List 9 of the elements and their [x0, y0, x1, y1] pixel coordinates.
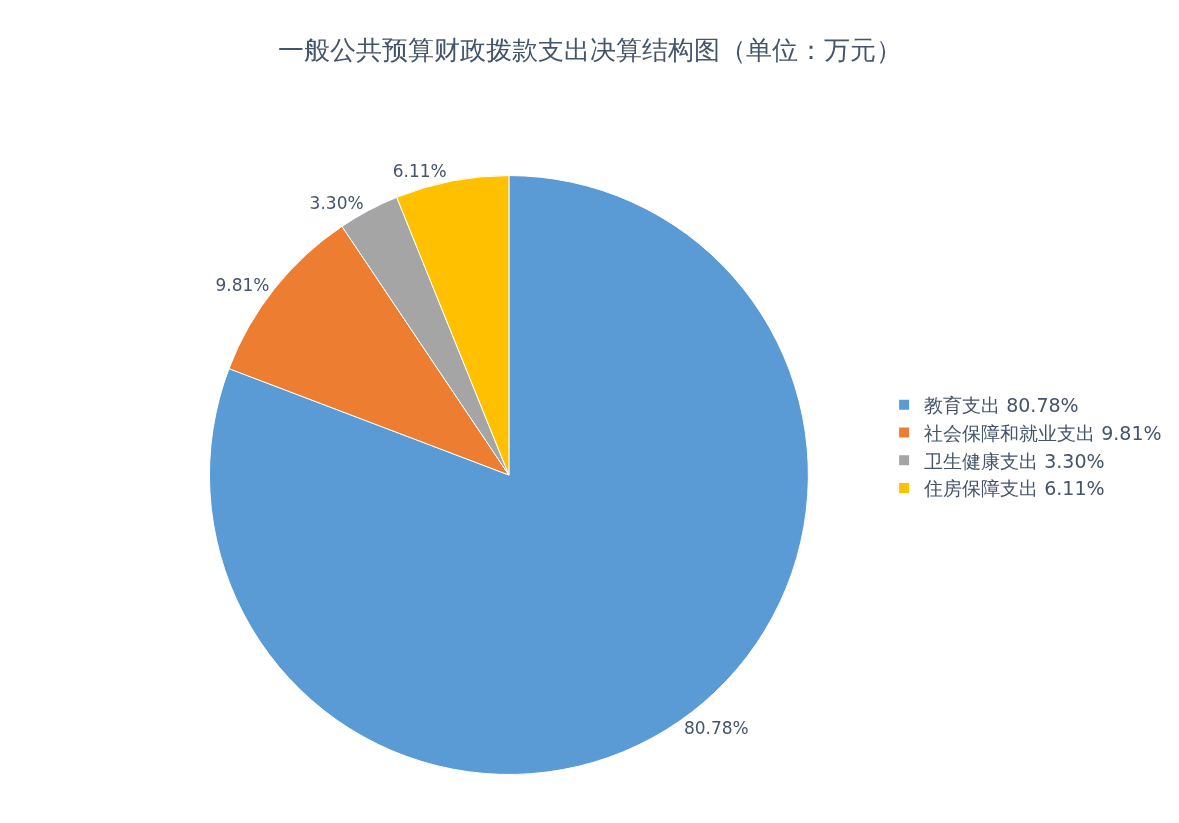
legend-label: 住房保障支出 6.11% [923, 477, 1105, 500]
data-label: 3.30% [309, 192, 364, 213]
data-label: 9.81% [215, 274, 270, 295]
data-label: 6.11% [392, 161, 447, 182]
legend-label: 教育支出 80.78% [924, 394, 1079, 417]
legend-label: 卫生健康支出 3.30% [924, 449, 1105, 472]
legend-label: 社会保障和就业支出 9.81% [924, 421, 1162, 444]
data-label: 80.78% [683, 718, 749, 739]
chart-title: 一般公共预算财政拨款支出决算结构图（单位：万元） [277, 35, 902, 66]
